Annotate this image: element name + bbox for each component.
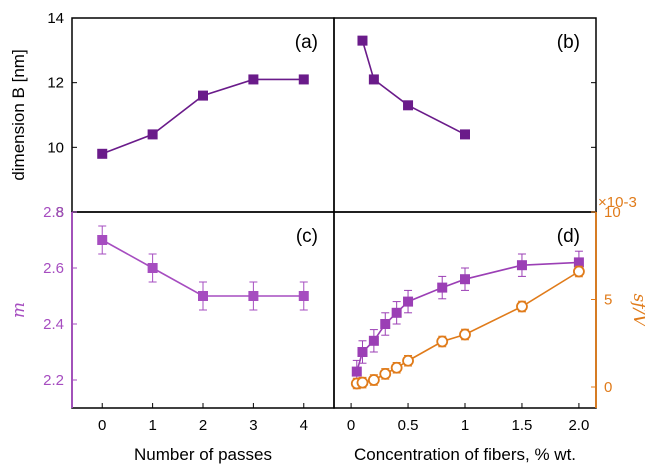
panel-d-m-point — [403, 296, 414, 307]
y-axis-label-m: m — [9, 302, 29, 318]
panel-c-xtick-label: 3 — [249, 417, 257, 434]
panel-b-point — [403, 100, 414, 111]
panel-a-point — [147, 129, 158, 140]
panel-a-point — [248, 74, 259, 85]
panel-d-xtick-label: 2.0 — [568, 417, 589, 434]
panel-b-point — [368, 74, 379, 85]
panel-d-m-point — [437, 282, 448, 293]
panel-d-m-point — [368, 335, 379, 346]
panel-b-point — [357, 35, 368, 46]
panel-d-m-point — [516, 260, 527, 271]
panel-d-sfv-point — [402, 354, 414, 367]
panel-d-m-point — [357, 347, 368, 357]
panel-c-xtick-label: 2 — [199, 417, 207, 434]
panel-label-d: (d) — [557, 226, 580, 247]
panel-a-point — [198, 90, 208, 101]
panel-b-point — [460, 129, 470, 140]
panel-a-ytick-label: 8 — [56, 204, 64, 221]
panel-label-a: (a) — [295, 32, 318, 53]
panel-d-sfv-point — [356, 376, 369, 389]
panel-c-xtick-label: 4 — [300, 417, 308, 434]
panel-d-sfv-point — [516, 300, 528, 313]
panel-d-sfv-point — [367, 374, 380, 386]
panel-b-line — [361, 40, 466, 136]
panel-d-m-point — [380, 319, 391, 329]
panel-a-point — [97, 148, 108, 159]
panel-a-line — [101, 78, 304, 155]
panel-label-b: (b) — [557, 32, 580, 53]
panel-label-c: (c) — [296, 226, 318, 247]
panel-c-ytick-label: 2.8 — [43, 204, 64, 221]
y-axis-label-sfv: sf/V — [629, 293, 645, 328]
panel-c-point — [198, 291, 208, 301]
panel-d-ytick-right-label: 5 — [604, 292, 612, 309]
panel-d-xtick-label: 1.5 — [512, 417, 533, 434]
panel-d-sfv-point — [390, 361, 403, 374]
panel-a-ytick-label: 10 — [47, 139, 64, 156]
panel-c-ytick-label: 2.2 — [43, 372, 64, 389]
panel-d-xtick-label: 0 — [347, 417, 355, 434]
panel-d-m-line — [356, 261, 579, 372]
panel-c-point — [298, 291, 309, 301]
panel-a-ytick-label: 14 — [47, 10, 64, 27]
panel-d-m-point — [351, 366, 362, 377]
panel-d-m-point — [460, 274, 470, 285]
panel-c-ytick-label: 2.4 — [43, 316, 64, 333]
x-axis-label-passes: Number of passes — [134, 445, 272, 464]
panel-d-sfv-point — [573, 265, 585, 278]
panel-d-xtick-label: 1 — [461, 417, 469, 434]
panel-a-ytick-label: 12 — [47, 75, 64, 92]
panel-c-xtick-label: 0 — [98, 417, 106, 434]
panel-d-m-point — [391, 307, 402, 318]
x-axis-label-concentration: Concentration of fibers, % wt. — [354, 445, 576, 464]
panel-c-point — [97, 235, 108, 245]
panel-c-point — [248, 291, 259, 301]
panel-a-point — [298, 74, 309, 85]
panel-d-ytick-right-label: 10 — [604, 204, 621, 221]
panel-d-sfv-point — [436, 335, 449, 348]
y-axis-label-dimension: dimension B [nm] — [9, 49, 28, 180]
panel-d-ytick-right-label: 0 — [604, 379, 612, 396]
panel-d-xtick-label: 0.5 — [398, 417, 419, 434]
panel-c-point — [147, 263, 158, 273]
panel-c-xtick-label: 1 — [148, 417, 156, 434]
panel-d-sfv-point — [379, 367, 392, 380]
panel-d-m-point — [573, 257, 584, 268]
panel-c-ytick-label: 2.6 — [43, 260, 64, 277]
right-axis-exponent: ×10-3 — [598, 194, 637, 211]
panel-d-sfv-point — [459, 328, 471, 341]
